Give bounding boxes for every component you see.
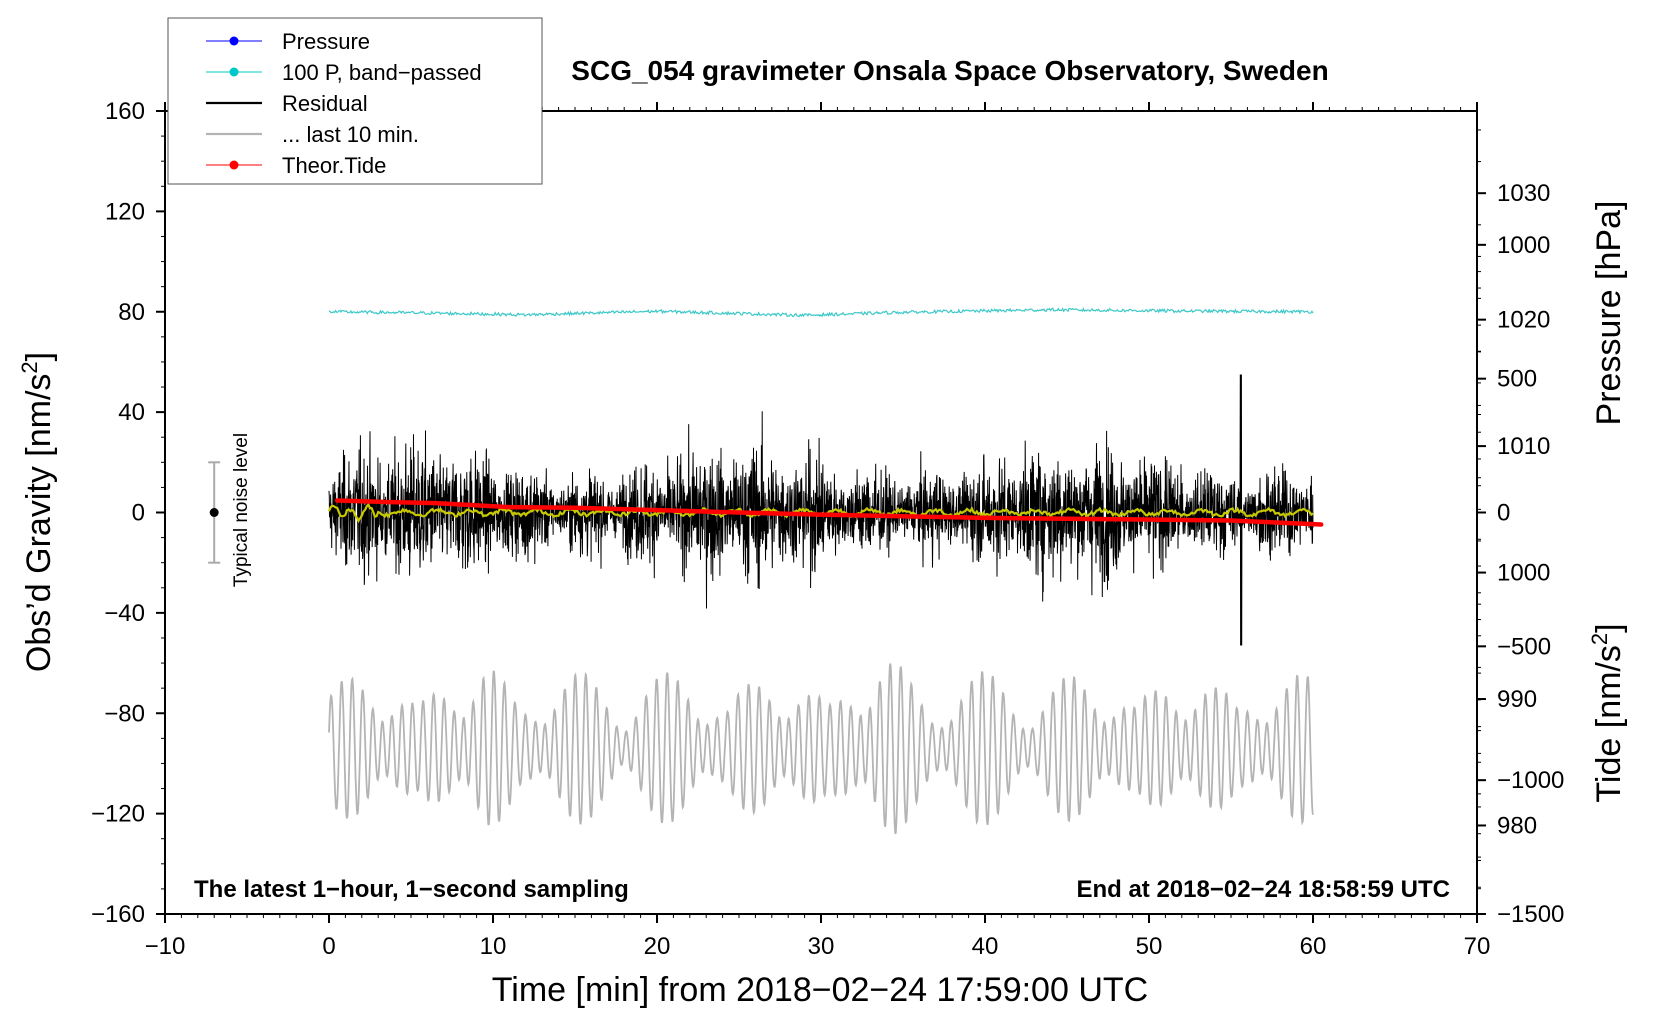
y-left-title-sup: 2 xyxy=(17,361,42,373)
legend-entries: Pressure 100 P, band−passed Residual ... la… xyxy=(206,29,482,178)
legend-label: Pressure xyxy=(282,29,370,54)
y-axis-pressure-ticks: 1030 1020 1010 1000 990 980 xyxy=(1477,129,1550,890)
x-tick-label: 40 xyxy=(972,933,999,960)
x-tick-label: 0 xyxy=(322,933,335,960)
tide-tick-label: 500 xyxy=(1497,366,1537,393)
x-tick-label: 60 xyxy=(1300,933,1327,960)
tide-tick-label: −500 xyxy=(1497,633,1551,660)
y-tick-label: 0 xyxy=(132,500,145,527)
annotation-bottom-right: End at 2018−02−24 18:58:59 UTC xyxy=(1076,876,1450,903)
y-tick-label: −160 xyxy=(91,901,145,928)
y-tick-label: −40 xyxy=(104,600,145,627)
legend-swatch-marker xyxy=(229,67,239,77)
noise-level-bar xyxy=(208,461,221,564)
pressure-tick-label: 1000 xyxy=(1497,560,1550,587)
annotation-bottom-left: The latest 1−hour, 1−second sampling xyxy=(194,876,629,903)
noise-level-label: Typical noise level xyxy=(231,433,252,587)
y-axis-tide-title: Tide [nm/s2] xyxy=(1587,623,1628,802)
x-axis-title: Time [min] from 2018−02−24 17:59:00 UTC xyxy=(492,971,1148,1009)
series-pressure-bandpassed-line xyxy=(328,307,1314,318)
chart-title: SCG_054 gravimeter Onsala Space Observat… xyxy=(571,55,1328,86)
series-residual-line xyxy=(328,374,1314,646)
noise-bar-center-dot xyxy=(209,508,219,517)
x-tick-label: 70 xyxy=(1464,933,1491,960)
pressure-tick-label: 1030 xyxy=(1497,180,1550,207)
x-tick-label: 10 xyxy=(480,933,507,960)
y-tick-label: 120 xyxy=(105,198,145,225)
pressure-tick-label: 980 xyxy=(1497,812,1537,839)
legend-box xyxy=(167,17,543,185)
series-last-10-min-line xyxy=(328,663,1314,835)
y-tick-label: 160 xyxy=(105,98,145,125)
y-axis-tide-ticks: 1000 500 0 −500 −1000 −1500 xyxy=(1477,232,1564,928)
y-axis-pressure-title: Pressure [hPa] xyxy=(1590,201,1628,426)
legend-label: Residual xyxy=(282,91,368,116)
y-tick-label: 80 xyxy=(118,299,145,326)
y-axis-left-ticks: 160 120 80 40 0 −40 −80 −120 −160 xyxy=(91,98,165,928)
pressure-tick-label: 1010 xyxy=(1497,433,1550,460)
tide-tick-label: 0 xyxy=(1497,500,1510,527)
x-tick-label: 20 xyxy=(644,933,671,960)
y-tick-label: 40 xyxy=(118,399,145,426)
tide-title-sup: 2 xyxy=(1587,633,1612,645)
legend-label: 100 P, band−passed xyxy=(282,60,482,85)
pressure-tick-label: 1020 xyxy=(1497,307,1550,334)
legend-label: ... last 10 min. xyxy=(282,122,419,147)
y-axis-left-title: Obs’d Gravity [nm/s2] xyxy=(17,352,58,672)
tide-tick-label: −1500 xyxy=(1497,901,1564,928)
pressure-tick-label: 990 xyxy=(1497,686,1537,713)
legend-label: Theor.Tide xyxy=(282,153,386,178)
series-theor-tide-line xyxy=(334,498,1324,527)
y-tick-label: −120 xyxy=(91,801,145,828)
y-left-title-main: Obs’d Gravity [nm/s xyxy=(20,374,58,673)
y-tick-label: −80 xyxy=(104,700,145,727)
tide-tick-label: 1000 xyxy=(1497,232,1550,259)
legend-swatch-marker xyxy=(229,36,239,46)
x-tick-label: 50 xyxy=(1136,933,1163,960)
legend: Pressure 100 P, band−passed Residual ... la… xyxy=(167,17,543,185)
tide-tick-label: −1000 xyxy=(1497,767,1564,794)
legend-swatch-marker xyxy=(229,160,239,170)
x-axis-ticks: −10 0 10 20 30 40 50 60 70 xyxy=(145,102,1491,960)
y-left-title-end: ] xyxy=(20,352,58,361)
x-tick-label: 30 xyxy=(808,933,835,960)
tide-title-main: Tide [nm/s xyxy=(1590,645,1628,802)
series-layer xyxy=(327,307,1324,835)
tide-title-end: ] xyxy=(1590,623,1628,632)
x-tick-label: −10 xyxy=(145,933,186,960)
